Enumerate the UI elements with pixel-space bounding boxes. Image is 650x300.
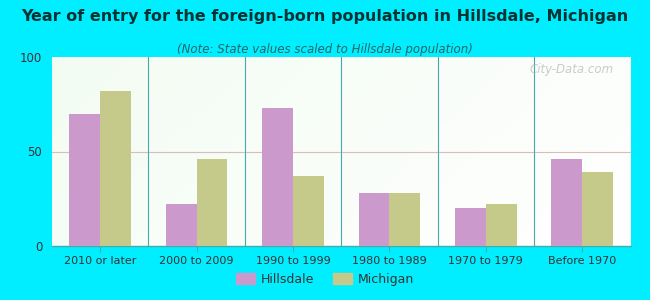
Bar xyxy=(389,193,421,246)
Bar xyxy=(293,176,324,246)
Legend: Hillsdale, Michigan: Hillsdale, Michigan xyxy=(231,268,419,291)
Bar xyxy=(455,208,486,246)
Bar xyxy=(166,204,196,246)
Bar xyxy=(70,114,100,246)
Bar xyxy=(262,108,293,246)
Bar xyxy=(486,204,517,246)
Bar xyxy=(551,159,582,246)
Bar xyxy=(196,159,227,246)
Text: Year of entry for the foreign-born population in Hillsdale, Michigan: Year of entry for the foreign-born popul… xyxy=(21,9,629,24)
Text: (Note: State values scaled to Hillsdale population): (Note: State values scaled to Hillsdale … xyxy=(177,44,473,56)
Bar xyxy=(100,91,131,246)
Bar xyxy=(582,172,613,246)
Bar xyxy=(359,193,389,246)
Text: City-Data.com: City-Data.com xyxy=(529,63,613,76)
